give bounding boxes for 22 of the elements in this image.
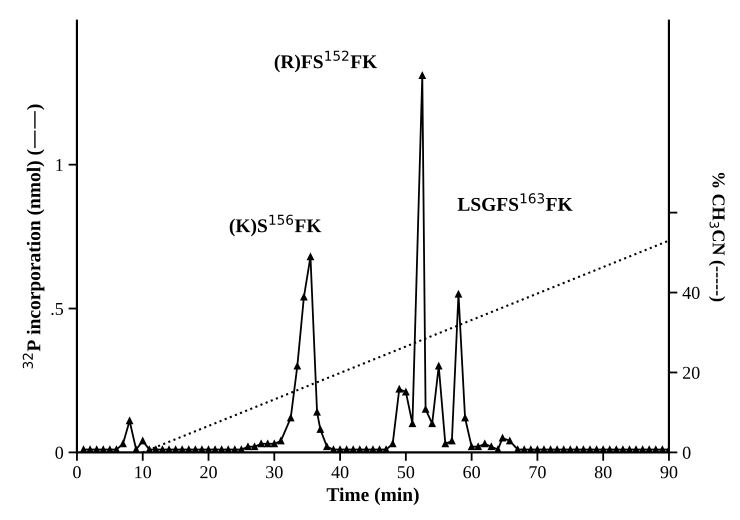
annotation: (K)S$^{156}$FK: [230, 214, 322, 236]
y-tick-label: 1: [56, 159, 63, 171]
x-tick-label: 10: [135, 466, 152, 478]
x-tick-label: 50: [398, 466, 414, 478]
x-tick-label: 0: [73, 466, 81, 478]
x-tick-label: 90: [660, 466, 678, 478]
y2-tick-label: 40: [682, 286, 700, 299]
x-tick-label: 80: [594, 466, 612, 478]
annotation: LSGFS$^{163}$FK: [458, 193, 573, 211]
y-tick-label: .5: [51, 302, 64, 316]
x-tick-label: 30: [266, 466, 283, 478]
y2-tick-label: 0: [682, 446, 690, 459]
x-tick-label: 20: [200, 466, 217, 478]
y2-axis-title: % CH$_{3}$CN (-----): [708, 172, 726, 302]
y2-tick-label: 20: [682, 366, 700, 379]
annotation: (R)FS$^{152}$FK: [274, 50, 378, 72]
y-axis-title: $^{32}$P incorporation (nmol) (——): [22, 104, 44, 368]
x-tick-label: 60: [463, 466, 480, 478]
x-tick-label: 70: [530, 466, 546, 478]
x-axis-title: Time (min): [326, 488, 419, 506]
x-tick-label: 40: [331, 466, 348, 478]
y-tick-label: 0: [55, 446, 64, 459]
